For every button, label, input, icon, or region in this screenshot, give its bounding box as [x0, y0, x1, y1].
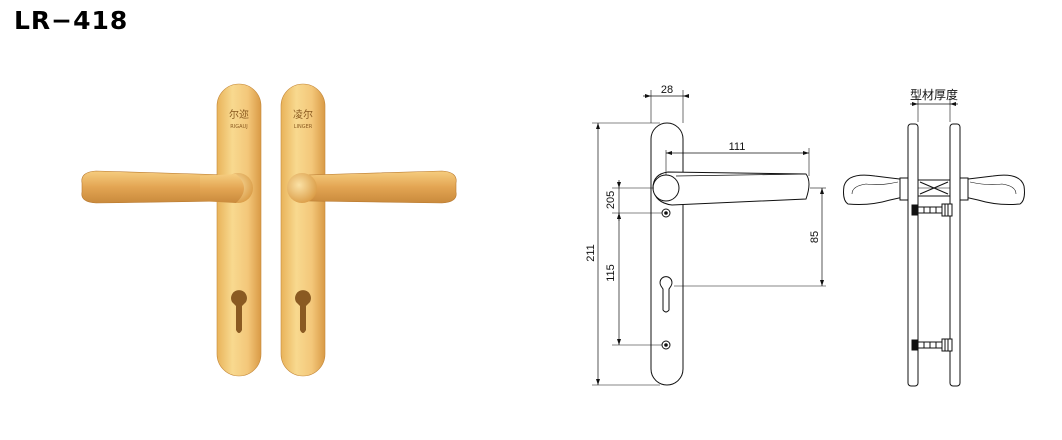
- product-title: LR−418: [14, 6, 129, 35]
- product-photo: 尔迩 RIGAUJ 凌尔 LINGER: [81, 83, 457, 377]
- side-right-lever: [959, 174, 1025, 205]
- front-view-drawing: [592, 90, 826, 386]
- dim-overall-height-label: 211: [585, 244, 597, 262]
- side-right-plate: [949, 123, 961, 387]
- right-backplate: [280, 83, 326, 377]
- right-keyhole-icon: [295, 290, 311, 333]
- drawing-keyhole: [659, 276, 673, 313]
- side-thickness-label: 型材厚度: [910, 87, 958, 102]
- right-plate-brand-cn: 凌尔: [293, 108, 313, 121]
- dim-centre-distance-label: 85: [809, 231, 821, 243]
- side-left-lever: [843, 174, 909, 205]
- left-plate-brand-cn: 尔迩: [229, 108, 249, 121]
- left-lever-neck: [200, 174, 244, 203]
- dim-handle-length-label: 111: [729, 141, 746, 153]
- left-keyhole-icon: [231, 290, 247, 333]
- side-view-drawing: [843, 98, 1025, 387]
- drawing-lever-rose: [652, 174, 680, 202]
- left-backplate: [216, 83, 262, 377]
- side-left-plate: [907, 123, 919, 387]
- left-plate-brand-en: RIGAUJ: [230, 124, 247, 130]
- drawing-lever: [652, 171, 810, 206]
- dim-width-label: 28: [661, 84, 673, 96]
- dim-screw-spacing-label: 115: [605, 264, 617, 282]
- right-lever-rose: [287, 173, 317, 203]
- dim-handle-offset-label: 205: [605, 191, 617, 209]
- right-plate-brand-en: LINGER: [294, 124, 313, 130]
